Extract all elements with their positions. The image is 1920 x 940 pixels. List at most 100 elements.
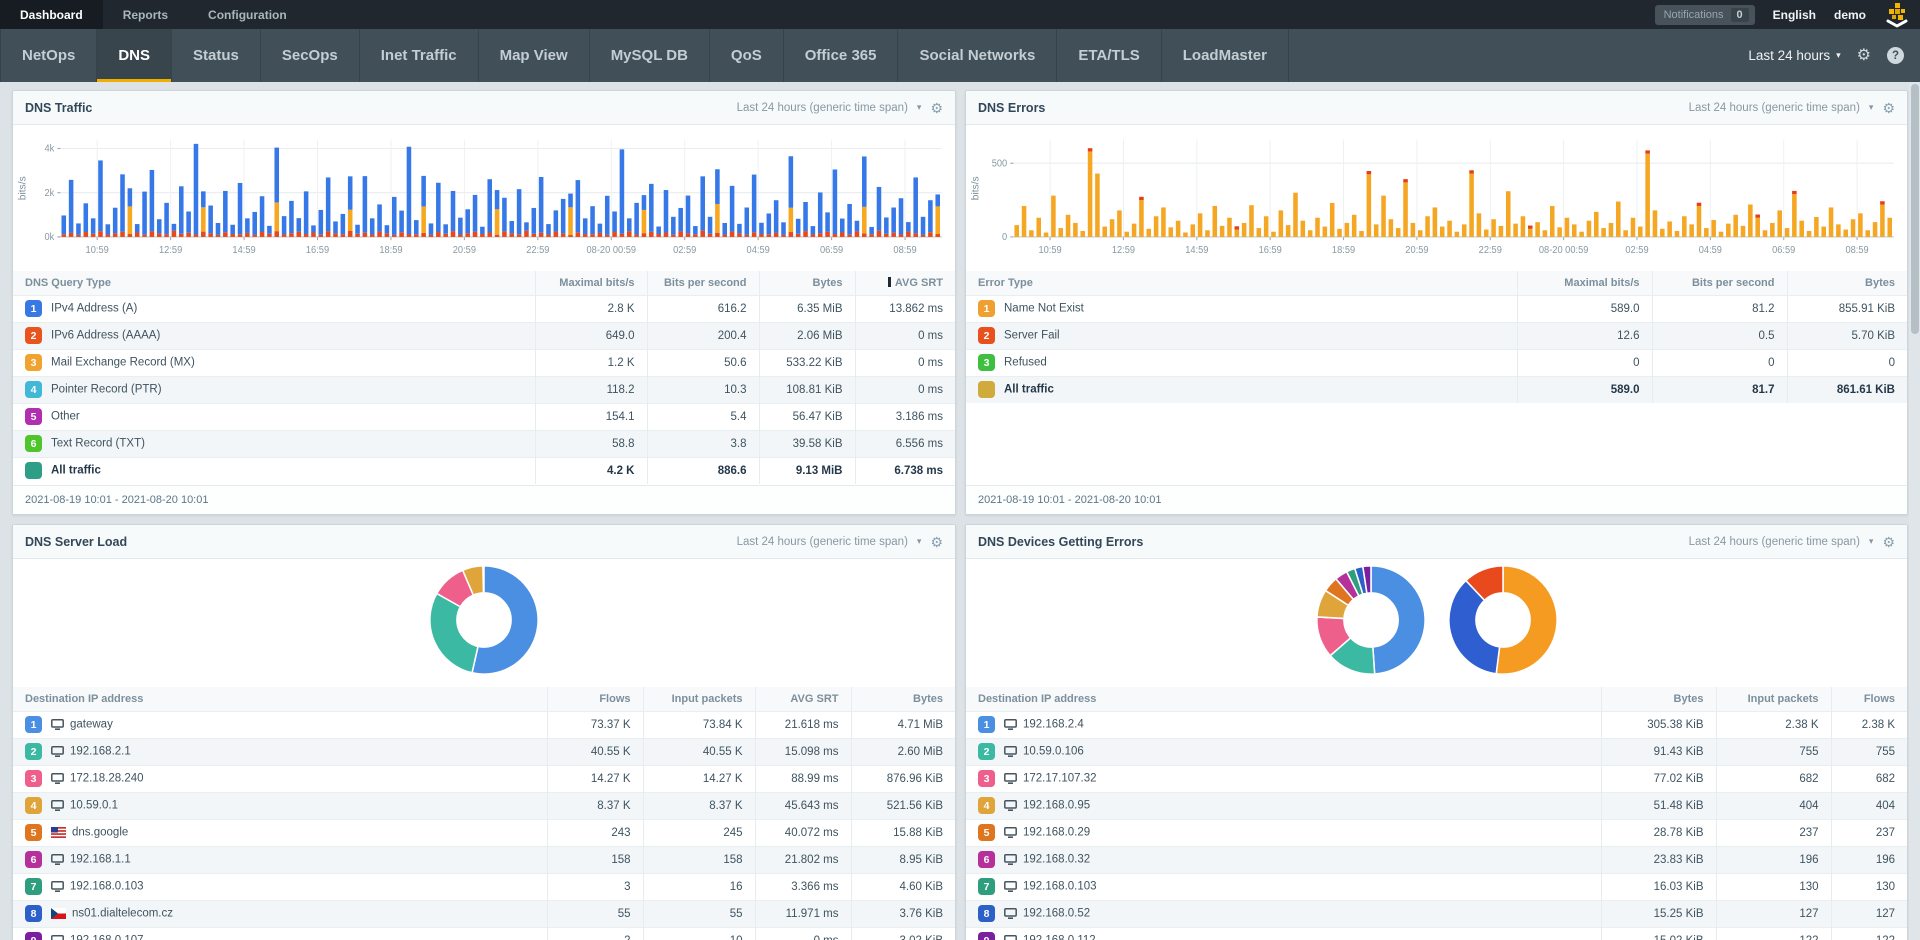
- dashboard-tab-office-365[interactable]: Office 365: [784, 29, 899, 82]
- dashboard-tab-inet-traffic[interactable]: Inet Traffic: [360, 29, 479, 82]
- topbar-tab-dashboard[interactable]: Dashboard: [0, 0, 103, 29]
- column-header-destination-ip-address[interactable]: Destination IP address: [13, 687, 547, 711]
- table-row[interactable]: 4192.168.0.9551.48 KiB404404: [966, 792, 1907, 819]
- svg-text:06:59: 06:59: [1772, 245, 1795, 256]
- column-header-bits-per-second[interactable]: Bits per second: [1652, 271, 1787, 295]
- column-header-error-type[interactable]: Error Type: [966, 271, 1517, 295]
- table-row[interactable]: 8ns01.dialtelecom.cz555511.971 ms3.76 Ki…: [13, 900, 955, 927]
- row-label: Mail Exchange Record (MX): [51, 357, 195, 369]
- dashboard-tab-secops[interactable]: SecOps: [261, 29, 360, 82]
- table-row[interactable]: 7192.168.0.10316.03 KiB130130: [966, 873, 1907, 900]
- panel-gear-icon[interactable]: ⚙: [1882, 535, 1895, 549]
- settings-gear-icon[interactable]: ⚙: [1857, 48, 1871, 64]
- chevron-down-icon[interactable]: ▾: [1869, 536, 1874, 547]
- dashboard-tab-status[interactable]: Status: [172, 29, 261, 82]
- global-timespan-selector[interactable]: Last 24 hours ▾: [1748, 48, 1840, 63]
- notifications-button[interactable]: Notifications 0: [1655, 5, 1755, 25]
- dashboard-tab-dns[interactable]: DNS: [97, 29, 172, 82]
- column-header-maximal-bits-s[interactable]: Maximal bits/s: [535, 271, 647, 295]
- svg-text:20:59: 20:59: [1405, 245, 1428, 256]
- svg-text:bits/s: bits/s: [18, 176, 29, 200]
- help-icon[interactable]: ?: [1887, 47, 1904, 64]
- table-row[interactable]: 1192.168.2.4305.38 KiB2.38 K2.38 K: [966, 711, 1907, 738]
- panel-title: DNS Server Load: [25, 535, 127, 549]
- chevron-down-icon[interactable]: ▾: [917, 102, 922, 113]
- table-row[interactable]: 3Refused000: [966, 349, 1907, 376]
- dashboard-tab-social-networks[interactable]: Social Networks: [898, 29, 1057, 82]
- table-row[interactable]: 3Mail Exchange Record (MX)1.2 K50.6533.2…: [13, 349, 955, 376]
- series-color-badge: 3: [25, 354, 42, 371]
- chevron-down-icon[interactable]: ▾: [1869, 102, 1874, 113]
- language-selector[interactable]: English: [1773, 8, 1816, 22]
- table-row[interactable]: 5dns.google24324540.072 ms15.88 KiB: [13, 819, 955, 846]
- panel-gear-icon[interactable]: ⚙: [930, 101, 943, 115]
- topbar-tab-reports[interactable]: Reports: [103, 0, 188, 29]
- panel-gear-icon[interactable]: ⚙: [1882, 101, 1895, 115]
- column-header-flows[interactable]: Flows: [1831, 687, 1907, 711]
- dashboard-tab-bar: NetOpsDNSStatusSecOpsInet TrafficMap Vie…: [0, 29, 1920, 82]
- table-row[interactable]: 410.59.0.18.37 K8.37 K45.643 ms521.56 Ki…: [13, 792, 955, 819]
- dashboard-tab-map-view[interactable]: Map View: [479, 29, 590, 82]
- column-header-flows[interactable]: Flows: [547, 687, 643, 711]
- panel-dns-traffic-header: DNS Traffic Last 24 hours (generic time …: [13, 91, 955, 125]
- table-row-total[interactable]: All traffic4.2 K886.69.13 MiB6.738 ms: [13, 457, 955, 484]
- flowmon-logo-icon[interactable]: [1884, 2, 1910, 28]
- table-row[interactable]: 2192.168.2.140.55 K40.55 K15.098 ms2.60 …: [13, 738, 955, 765]
- table-row[interactable]: 9192.168.0.11215.02 KiB122122: [966, 927, 1907, 940]
- panel-timespan-selector[interactable]: Last 24 hours (generic time span): [1689, 536, 1860, 548]
- user-menu[interactable]: demo: [1834, 8, 1866, 22]
- table-row[interactable]: 8192.168.0.5215.25 KiB127127: [966, 900, 1907, 927]
- row-label: All traffic: [51, 465, 101, 477]
- series-color-badge: 7: [978, 878, 995, 895]
- dashboard-tab-qos[interactable]: QoS: [710, 29, 784, 82]
- column-header-bytes[interactable]: Bytes: [851, 687, 955, 711]
- dashboard-tab-mysql-db[interactable]: MySQL DB: [590, 29, 710, 82]
- table-row[interactable]: 9192.168.0.1072100 ms3.02 KiB: [13, 927, 955, 940]
- table-row[interactable]: 3172.17.107.3277.02 KiB682682: [966, 765, 1907, 792]
- column-header-bytes[interactable]: Bytes: [1787, 271, 1907, 295]
- panel-timespan-selector[interactable]: Last 24 hours (generic time span): [1689, 102, 1860, 114]
- row-label: ns01.dialtelecom.cz: [72, 908, 173, 920]
- chevron-down-icon: ▾: [1836, 50, 1841, 61]
- table-row[interactable]: 2IPv6 Address (AAAA)649.0200.42.06 MiB0 …: [13, 322, 955, 349]
- column-header-bytes[interactable]: Bytes: [1601, 687, 1716, 711]
- column-header-input-packets[interactable]: Input packets: [643, 687, 755, 711]
- page-scrollbar[interactable]: [1909, 82, 1920, 940]
- column-header-bytes[interactable]: Bytes: [759, 271, 855, 295]
- table-row[interactable]: 1IPv4 Address (A)2.8 K616.26.35 MiB13.86…: [13, 295, 955, 322]
- scrollbar-thumb[interactable]: [1911, 84, 1919, 334]
- panel-gear-icon[interactable]: ⚙: [930, 535, 943, 549]
- panel-dns-errors-header: DNS Errors Last 24 hours (generic time s…: [966, 91, 1907, 125]
- panel-timespan-selector[interactable]: Last 24 hours (generic time span): [737, 536, 908, 548]
- table-row[interactable]: 4Pointer Record (PTR)118.210.3108.81 KiB…: [13, 376, 955, 403]
- topbar-tab-configuration[interactable]: Configuration: [188, 0, 307, 29]
- table-row[interactable]: 6192.168.1.115815821.802 ms8.95 KiB: [13, 846, 955, 873]
- chevron-down-icon[interactable]: ▾: [917, 536, 922, 547]
- table-row[interactable]: 5Other154.15.456.47 KiB3.186 ms: [13, 403, 955, 430]
- table-row[interactable]: 1Name Not Exist589.081.2855.91 KiB: [966, 295, 1907, 322]
- top-menu-tabs: DashboardReportsConfiguration: [0, 0, 307, 29]
- column-header-avg-srt[interactable]: AVG SRT: [755, 687, 851, 711]
- host-icon: [51, 854, 64, 865]
- column-header-destination-ip-address[interactable]: Destination IP address: [966, 687, 1601, 711]
- column-header-bits-per-second[interactable]: Bits per second: [647, 271, 759, 295]
- dashboard-tab-eta-tls[interactable]: ETA/TLS: [1057, 29, 1161, 82]
- table-row[interactable]: 6Text Record (TXT)58.83.839.58 KiB6.556 …: [13, 430, 955, 457]
- dashboard-tab-loadmaster[interactable]: LoadMaster: [1162, 29, 1289, 82]
- column-header-dns-query-type[interactable]: DNS Query Type: [13, 271, 535, 295]
- table-row[interactable]: 210.59.0.10691.43 KiB755755: [966, 738, 1907, 765]
- table-row[interactable]: 1gateway73.37 K73.84 K21.618 ms4.71 MiB: [13, 711, 955, 738]
- table-row-total[interactable]: All traffic589.081.7861.61 KiB: [966, 376, 1907, 403]
- table-row[interactable]: 2Server Fail12.60.55.70 KiB: [966, 322, 1907, 349]
- svg-text:18:59: 18:59: [1332, 245, 1355, 256]
- table-row[interactable]: 7192.168.0.1033163.366 ms4.60 KiB: [13, 873, 955, 900]
- panel-timespan-selector[interactable]: Last 24 hours (generic time span): [737, 102, 908, 114]
- table-row[interactable]: 6192.168.0.3223.83 KiB196196: [966, 846, 1907, 873]
- column-header-maximal-bits-s[interactable]: Maximal bits/s: [1517, 271, 1652, 295]
- table-row[interactable]: 5192.168.0.2928.78 KiB237237: [966, 819, 1907, 846]
- dashboard-tab-netops[interactable]: NetOps: [0, 29, 97, 82]
- table-row[interactable]: 3172.18.28.24014.27 K14.27 K88.99 ms876.…: [13, 765, 955, 792]
- column-header-avg-srt[interactable]: AVG SRT: [855, 271, 955, 295]
- column-header-input-packets[interactable]: Input packets: [1716, 687, 1831, 711]
- flag-us-icon: [51, 827, 66, 838]
